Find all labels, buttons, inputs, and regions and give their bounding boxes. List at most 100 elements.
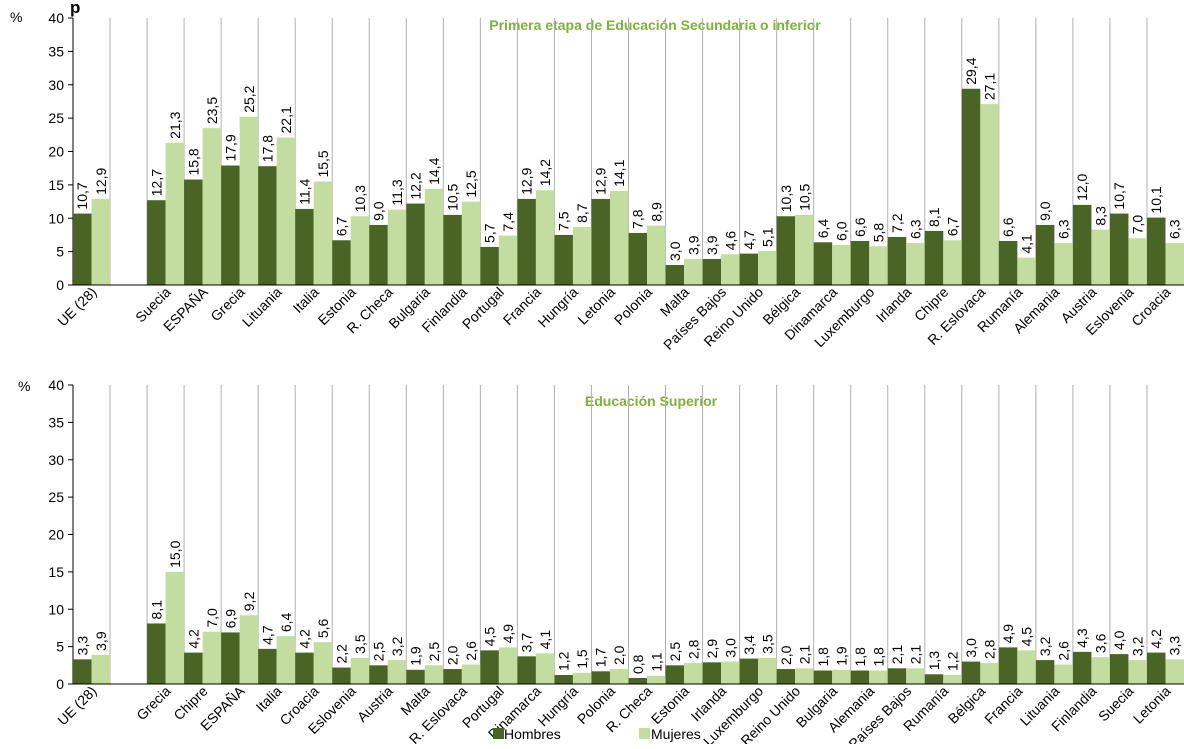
data-label-hombres: 1,7: [593, 648, 609, 668]
bar-mujeres: [239, 615, 259, 684]
bar-mujeres: [684, 258, 703, 285]
data-label-hombres: 29,4: [963, 57, 979, 84]
data-label-hombres: 17,9: [222, 134, 238, 161]
bar-hombres: [887, 236, 907, 285]
data-label-mujeres: 6,4: [278, 612, 294, 632]
data-label-hombres: 11,4: [296, 178, 312, 204]
y-axis-unit: %: [18, 378, 30, 394]
data-label-hombres: 1,9: [408, 646, 424, 666]
bar-hombres: [628, 678, 648, 684]
y-tick-label: 5: [56, 244, 64, 260]
bar-hombres: [295, 208, 314, 285]
data-label-hombres: 6,7: [333, 217, 349, 237]
data-label-mujeres: 10,5: [796, 183, 812, 210]
bar-hombres: [591, 198, 610, 285]
bar-mujeres: [1165, 659, 1184, 684]
data-label-hombres: 2,2: [333, 644, 349, 664]
y-tick-label: 0: [56, 676, 64, 692]
bar-mujeres: [239, 116, 259, 285]
category-label: Portugal: [459, 284, 507, 332]
bar-hombres: [776, 669, 796, 684]
bar-mujeres: [1054, 242, 1073, 285]
y-tick-label: 30: [48, 452, 64, 468]
bar-mujeres: [1054, 664, 1073, 684]
bar-hombres: [1035, 660, 1055, 684]
data-label-mujeres: 6,0: [833, 221, 849, 241]
y-tick-label: 35: [48, 414, 64, 430]
bar-hombres: [961, 88, 981, 285]
y-tick-label: 40: [48, 377, 64, 393]
data-label-mujeres: 4,1: [537, 630, 553, 650]
data-label-mujeres: 3,9: [685, 235, 701, 255]
bar-mujeres: [1091, 657, 1110, 684]
y-tick-label: 10: [48, 210, 64, 226]
data-label-hombres: 2,1: [889, 645, 905, 665]
data-label-mujeres: 2,8: [685, 639, 701, 659]
bar-hombres: [517, 656, 536, 684]
data-label-mujeres: 1,2: [945, 651, 961, 671]
data-label-mujeres: 4,9: [500, 624, 516, 644]
bar-mujeres: [1017, 650, 1036, 684]
bar-mujeres: [980, 104, 999, 285]
bar-hombres: [1072, 204, 1092, 285]
data-label-mujeres: 15,0: [167, 540, 183, 567]
data-label-mujeres: 1,1: [648, 652, 664, 672]
bar-hombres: [147, 200, 166, 285]
category-label: Letonia: [1130, 683, 1174, 727]
data-label-mujeres: 3,5: [759, 634, 775, 654]
data-label-mujeres: 3,9: [93, 631, 109, 651]
bar-mujeres: [869, 246, 888, 285]
data-label-hombres: 6,9: [222, 609, 238, 629]
data-label-mujeres: 11,3: [389, 179, 405, 205]
data-label-mujeres: 3,6: [1093, 633, 1109, 653]
y-tick-label: 15: [48, 564, 64, 580]
bar-hombres: [591, 671, 610, 684]
bar-mujeres: [461, 201, 481, 285]
category-label: Estonia: [648, 683, 692, 727]
data-label-hombres: 3,4: [741, 635, 757, 655]
data-label-hombres: 2,9: [704, 639, 720, 659]
bar-mujeres: [202, 631, 222, 684]
y-tick-label: 20: [48, 527, 64, 543]
data-label-hombres: 7,8: [630, 209, 646, 229]
bar-mujeres: [313, 181, 333, 285]
bar-hombres: [480, 246, 499, 285]
data-label-mujeres: 8,7: [574, 203, 590, 223]
data-label-hombres: 4,2: [1148, 629, 1164, 649]
bar-hombres: [665, 665, 685, 684]
data-label-hombres: 12,9: [519, 167, 535, 194]
bar-hombres: [147, 623, 166, 684]
bar-hombres: [1035, 224, 1055, 285]
bar-hombres: [258, 166, 277, 285]
bar-mujeres: [1091, 229, 1110, 285]
bar-mujeres: [980, 663, 999, 684]
data-label-hombres: 1,3: [926, 651, 942, 671]
bar-hombres: [850, 240, 870, 285]
data-label-mujeres: 7,0: [1130, 215, 1146, 235]
data-label-hombres: 9,0: [371, 201, 387, 221]
data-label-mujeres: 2,8: [982, 639, 998, 659]
data-label-mujeres: 25,2: [241, 85, 257, 112]
bar-hombres: [554, 234, 573, 285]
data-label-hombres: 2,5: [371, 642, 387, 662]
y-tick-label: 25: [48, 110, 64, 126]
data-label-hombres: 2,5: [667, 642, 683, 662]
category-label: Polonia: [611, 284, 655, 328]
panel-title: Educación Superior: [585, 393, 718, 409]
bar-mujeres: [684, 663, 703, 684]
bar-mujeres: [721, 661, 740, 684]
bar-mujeres: [795, 668, 814, 684]
data-label-hombres: 6,6: [852, 217, 868, 237]
data-label-hombres: 3,0: [963, 638, 979, 658]
category-label: Austria: [354, 683, 396, 725]
bar-mujeres: [1017, 257, 1036, 285]
bar-hombres: [739, 253, 759, 285]
data-label-hombres: 12,7: [148, 169, 164, 196]
data-label-mujeres: 3,0: [722, 638, 738, 658]
data-label-hombres: 12,2: [408, 172, 424, 199]
data-label-mujeres: 14,1: [611, 159, 627, 186]
data-label-hombres: 4,7: [259, 625, 275, 645]
data-label-mujeres: 2,5: [426, 642, 442, 662]
data-label-hombres: 3,7: [519, 633, 535, 653]
data-label-hombres: 6,4: [815, 219, 831, 239]
